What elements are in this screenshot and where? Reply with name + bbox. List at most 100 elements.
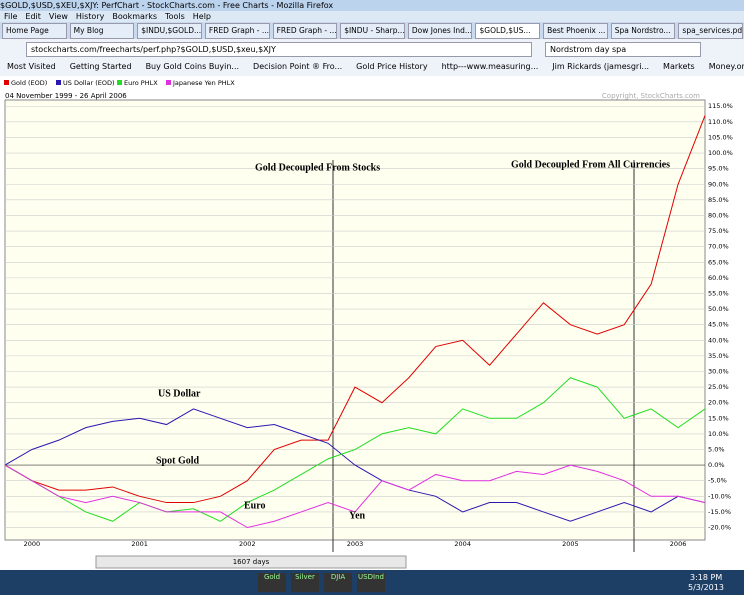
series-line	[4, 377, 706, 522]
legend-swatch	[4, 80, 9, 85]
y-tick-label: 10.0%	[708, 430, 729, 438]
x-tick-label: 2005	[562, 540, 579, 548]
annotation: Gold Decoupled From All Currencies	[511, 159, 670, 170]
tab-strip: Home Page My Blog $INDU,$GOLD... FRED Graph…	[0, 22, 744, 39]
y-tick-label: 60.0%	[708, 274, 729, 282]
tab[interactable]: FRED Graph - ...	[272, 23, 338, 39]
annotation: Spot Gold	[156, 455, 200, 466]
menu-item[interactable]: View	[48, 12, 68, 21]
bookmark[interactable]: Money.org - Money Org	[708, 62, 744, 71]
series-line	[4, 408, 706, 522]
annotation: Euro	[244, 500, 266, 511]
menu-item[interactable]: Edit	[25, 12, 41, 21]
tab[interactable]: Best Phoenix ...	[543, 23, 608, 39]
y-tick-label: 115.0%	[708, 102, 733, 110]
tab[interactable]: Dow Jones Ind...	[407, 23, 473, 39]
y-tick-label: -5.0%	[708, 477, 727, 485]
y-tick-label: 20.0%	[708, 399, 729, 407]
legend-label: Gold (EOD)	[11, 79, 47, 87]
y-tick-label: 5.0%	[708, 446, 725, 454]
y-tick-label: 90.0%	[708, 180, 729, 188]
series-line	[4, 464, 706, 529]
y-tick-label: 45.0%	[708, 321, 729, 329]
tab[interactable]: $GOLD,$US...	[475, 23, 541, 39]
y-tick-label: 80.0%	[708, 211, 729, 219]
y-tick-label: -20.0%	[708, 524, 731, 532]
tab[interactable]: Home Page	[2, 23, 67, 39]
menu-item[interactable]: File	[4, 12, 18, 21]
legend-swatch	[166, 80, 171, 85]
legend-label: US Dollar (EOD)	[63, 79, 115, 87]
y-tick-label: 55.0%	[708, 289, 729, 297]
bookmark[interactable]: Most Visited	[7, 62, 56, 71]
x-tick-label: 2003	[347, 540, 364, 548]
scroll-label: 1607 days	[233, 558, 270, 566]
ticker: USDInd	[357, 573, 385, 592]
bookmark[interactable]: Markets	[663, 62, 695, 71]
y-tick-label: 30.0%	[708, 367, 729, 375]
scrollbar[interactable]	[95, 555, 407, 569]
y-tick-label: 40.0%	[708, 336, 729, 344]
legend-label: Euro PHLX	[124, 79, 158, 87]
x-tick-label: 2001	[131, 540, 148, 548]
ticker: Gold	[258, 573, 286, 592]
legend-label: Japanese Yen PHLX	[172, 79, 235, 87]
chart: 04 November 1999 - 26 April 2006 Copyrig…	[4, 79, 733, 569]
plot-area	[4, 99, 706, 541]
tab[interactable]: $INDU,$GOLD...	[137, 23, 202, 39]
ticker: Silver	[291, 573, 319, 592]
y-tick-label: 95.0%	[708, 165, 729, 173]
tab[interactable]: FRED Graph - ...	[204, 23, 270, 39]
series-line	[4, 115, 706, 504]
bookmark[interactable]: Getting Started	[69, 62, 132, 71]
menu-bar: File Edit View History Bookmarks Tools Help	[0, 11, 744, 22]
bookmark[interactable]: Jim Rickards (jamesgri...	[552, 62, 650, 71]
bookmark[interactable]: http---www.measuring...	[441, 62, 539, 71]
clock-time: 3:18 PM	[690, 573, 723, 582]
x-tick-label: 2004	[454, 540, 471, 548]
annotation: Yen	[349, 510, 366, 521]
tab[interactable]: $INDU - Sharp...	[340, 23, 405, 39]
menu-item[interactable]: History	[75, 12, 105, 21]
search-box[interactable]: Nordstrom day spa	[545, 42, 701, 57]
bookmark[interactable]: Decision Point ® Fro...	[253, 62, 343, 71]
menu-item[interactable]: Tools	[165, 12, 185, 21]
y-tick-label: 35.0%	[708, 352, 729, 360]
y-tick-label: 0.0%	[708, 461, 725, 469]
legend-swatch	[117, 80, 122, 85]
y-tick-label: 85.0%	[708, 196, 729, 204]
url-bar[interactable]: stockcharts.com/freecharts/perf.php?$GOL…	[26, 42, 532, 57]
window-title: $GOLD,$USD,$XEU,$XJY: PerfChart - StockC…	[0, 0, 744, 11]
ticker: DJIA	[324, 573, 352, 592]
y-tick-label: 50.0%	[708, 305, 729, 313]
tab[interactable]: Spa Nordstro...	[610, 23, 676, 39]
legend-swatch	[56, 80, 61, 85]
clock-date: 5/3/2013	[688, 583, 724, 592]
y-tick-label: -10.0%	[708, 492, 731, 500]
bookmarks-bar: Most Visited Getting Started Buy Gold Coin…	[0, 58, 744, 76]
x-tick-label: 2000	[24, 540, 41, 548]
date-range: 04 November 1999 - 26 April 2006	[5, 92, 127, 100]
annotation: US Dollar	[158, 388, 201, 399]
y-tick-label: 65.0%	[708, 258, 729, 266]
y-tick-label: -15.0%	[708, 508, 731, 516]
y-tick-label: 75.0%	[708, 227, 729, 235]
y-tick-label: 105.0%	[708, 133, 733, 141]
menu-item[interactable]: Bookmarks	[112, 12, 158, 21]
y-tick-label: 100.0%	[708, 149, 733, 157]
taskbar: Gold Silver DJIA USDInd 3:18 PM 5/3/2013	[0, 570, 744, 595]
copyright: Copyright, StockCharts.com	[602, 92, 700, 100]
y-tick-label: 25.0%	[708, 383, 729, 391]
x-tick-label: 2006	[670, 540, 687, 548]
x-tick-label: 2002	[239, 540, 256, 548]
annotation: Gold Decoupled From Stocks	[255, 162, 380, 173]
menu-item[interactable]: Help	[192, 12, 212, 21]
bookmark[interactable]: Buy Gold Coins Buyin...	[145, 62, 240, 71]
y-tick-label: 70.0%	[708, 243, 729, 251]
tab[interactable]: My Blog	[69, 23, 135, 39]
tab[interactable]: spa_services.pdf	[678, 23, 744, 39]
y-tick-label: 15.0%	[708, 414, 729, 422]
y-tick-label: 110.0%	[708, 118, 733, 126]
bookmark[interactable]: Gold Price History	[356, 62, 428, 71]
